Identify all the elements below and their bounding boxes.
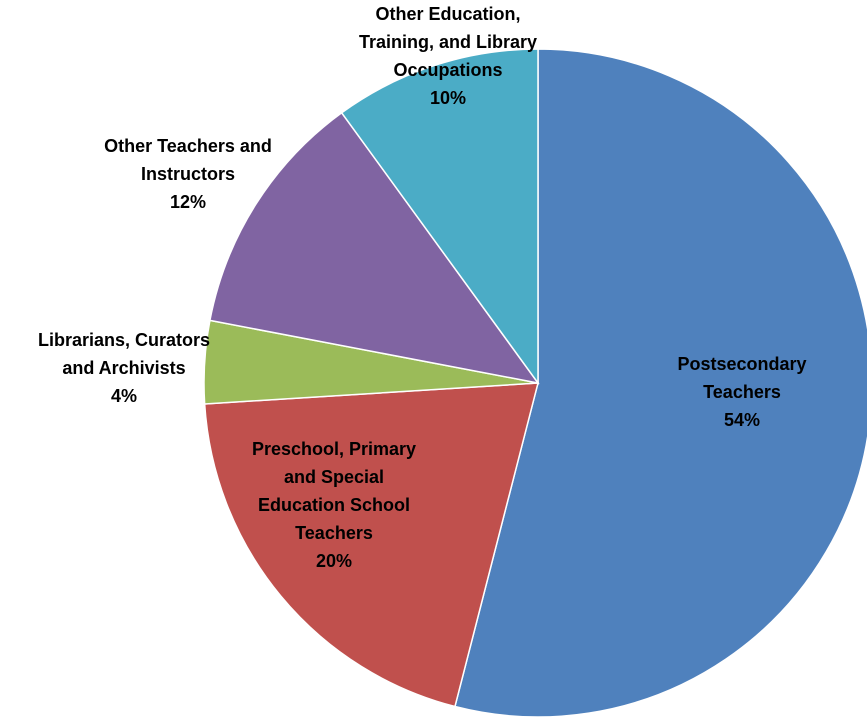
slice-label-librarians-curators-archivists: Librarians, Curators and Archivists 4%: [38, 330, 210, 406]
pie-slice-preschool-primary-special-education: [203, 382, 539, 708]
slice-label-preschool-primary-special-education: Preschool, Primary and Special Education S…: [252, 439, 416, 571]
pie-slice-postsecondary-teachers: [454, 48, 867, 718]
pie-labels: Postsecondary Teachers 54% Preschool, Prima…: [38, 4, 807, 571]
slice-label-other-education-training-library: Other Education, Training, and Library Occ…: [359, 4, 537, 108]
pie-slice-other-education-training-library: [340, 48, 539, 386]
slice-label-postsecondary-teachers: Postsecondary Teachers 54%: [677, 354, 806, 430]
slice-label-other-teachers-instructors: Other Teachers and Instructors 12%: [104, 136, 272, 212]
pie-slice-other-teachers-instructors: [209, 111, 540, 385]
pie-slices: [203, 48, 867, 718]
